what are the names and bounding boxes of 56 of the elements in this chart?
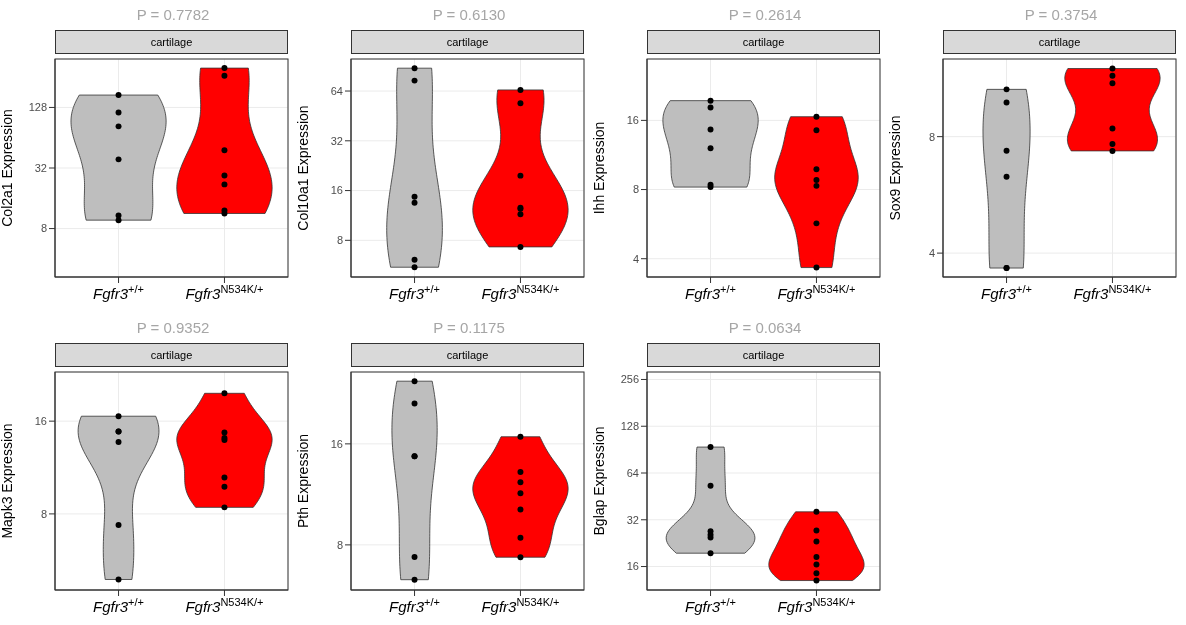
y-tick-label: 8	[336, 538, 343, 551]
y-tick-label: 16	[626, 559, 639, 572]
x-tick-label: Fgfr3$^{+/+}$	[389, 283, 441, 302]
chart-title: P = 0.6130	[431, 5, 507, 25]
chart-subtitle: cartilage	[647, 342, 880, 367]
y-axis-title: Ihh Expression	[590, 121, 607, 215]
chart-title: P = 0.1175	[432, 317, 506, 338]
y-tick-label: 16	[626, 114, 639, 127]
y-axis-title: Col2a1 Expression	[0, 109, 15, 227]
x-tick-label: Fgfr3$^{N534K/+}$	[185, 595, 264, 615]
y-tick-label: 128	[620, 419, 639, 432]
y-axis-title: Pth Expression	[294, 433, 311, 528]
chart-title: P = 0.3754	[1023, 5, 1099, 25]
chart-subtitle: cartilage	[943, 30, 1176, 54]
x-tick-label: Fgfr3$^{+/+}$	[685, 595, 737, 615]
y-tick-label: 32	[626, 513, 639, 526]
y-tick-label: 8	[632, 183, 639, 196]
chart-subtitle: cartilage	[647, 30, 880, 54]
y-tick-label: 256	[620, 372, 639, 385]
x-tick-label: Fgfr3$^{+/+}$	[93, 283, 145, 302]
x-tick-label: Fgfr3$^{+/+}$	[93, 595, 145, 615]
x-tick-label: Fgfr3$^{N534K/+}$	[777, 283, 856, 302]
chart-title: P = 0.2614	[727, 5, 803, 25]
x-tick-label: Fgfr3$^{N534K/+}$	[777, 595, 856, 615]
chart-title: P = 0.0634	[727, 317, 803, 338]
chart-subtitle: cartilage	[55, 342, 288, 367]
chart-subtitle: cartilage	[55, 30, 288, 54]
x-tick-label: Fgfr3$^{N534K/+}$	[1073, 283, 1152, 302]
y-tick-label: 4	[632, 252, 639, 265]
y-tick-label: 4	[928, 247, 935, 260]
chart-subtitle: cartilage	[351, 30, 584, 54]
y-tick-label: 8	[928, 130, 935, 143]
y-tick-label: 16	[330, 437, 343, 450]
chart-title: P = 0.9352	[135, 317, 211, 338]
x-tick-label: Fgfr3$^{N534K/+}$	[185, 283, 264, 302]
x-tick-label: Fgfr3$^{N534K/+}$	[481, 283, 560, 302]
y-axis-title: Mapk3 Expression	[0, 422, 15, 539]
chart-title: P = 0.7782	[135, 5, 211, 25]
y-tick-label: 64	[330, 84, 343, 97]
x-tick-label: Fgfr3$^{+/+}$	[981, 283, 1033, 302]
x-tick-label: Fgfr3$^{+/+}$	[685, 283, 737, 302]
y-tick-label: 8	[40, 222, 47, 235]
y-tick-label: 8	[336, 234, 343, 247]
y-axis-title: Col10a1 Expression	[294, 105, 311, 231]
y-axis-title: Sox9 Expression	[886, 115, 903, 221]
y-tick-label: 64	[626, 466, 639, 479]
y-tick-label: 32	[34, 161, 47, 174]
chart-subtitle: cartilage	[351, 342, 584, 367]
y-tick-label: 16	[34, 414, 47, 427]
y-axis-title: Bglap Expression	[590, 426, 607, 535]
y-tick-label: 16	[330, 184, 343, 197]
y-tick-label: 8	[40, 507, 47, 520]
y-tick-label: 128	[28, 101, 47, 114]
x-tick-label: Fgfr3$^{N534K/+}$	[481, 595, 560, 615]
x-tick-label: Fgfr3$^{+/+}$	[389, 595, 441, 615]
y-tick-label: 32	[330, 134, 343, 147]
